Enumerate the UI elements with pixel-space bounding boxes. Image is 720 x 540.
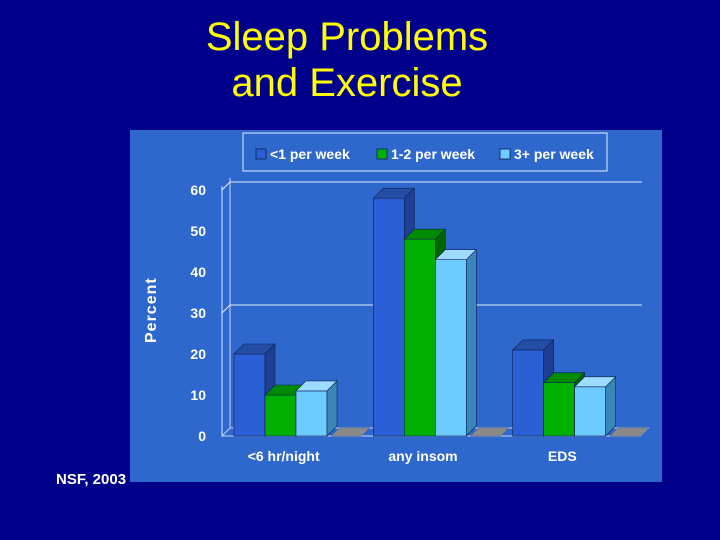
gridline-diag: [221, 181, 231, 191]
legend-label: 3+ per week: [514, 146, 594, 162]
legend-swatch: [499, 148, 511, 160]
y-tick-label: 0: [198, 428, 206, 444]
legend-label: <1 per week: [270, 146, 350, 162]
gridline-diag: [221, 304, 231, 314]
y-axis-label: Percent: [143, 277, 160, 343]
y-tick-label: 50: [190, 223, 206, 239]
bar-2-1: [543, 382, 575, 437]
x-tick-label: <6 hr/night: [248, 448, 320, 464]
y-tick-label: 20: [190, 346, 206, 362]
slide-title: Sleep Problems and Exercise: [0, 14, 694, 106]
bar-0-2: [295, 390, 328, 437]
bar-0-1: [264, 394, 297, 437]
title-line-1: Sleep Problems: [205, 15, 489, 59]
y-tick-label: 30: [190, 305, 206, 321]
legend-swatch: [255, 148, 267, 160]
y-tick-label: 60: [190, 182, 206, 198]
title-line-2: and Exercise: [231, 61, 463, 105]
x-tick-label: EDS: [548, 448, 577, 464]
bar-2-0: [512, 349, 544, 437]
legend-swatch: [376, 148, 388, 160]
floor-tile: [470, 427, 510, 437]
bar-0-0: [233, 353, 266, 437]
floor-tile: [609, 427, 649, 437]
legend-label: 1-2 per week: [391, 146, 475, 162]
bar-side: [605, 376, 616, 437]
source-note: NSF, 2003: [56, 471, 127, 488]
bar-side: [466, 248, 477, 437]
x-tick-label: any insom: [388, 448, 457, 464]
bar-1-1: [404, 238, 436, 437]
legend-box: [242, 132, 608, 172]
bar-1-0: [373, 197, 405, 437]
bar-side: [326, 380, 338, 437]
y-tick-label: 40: [190, 264, 206, 280]
floor-tile: [330, 427, 370, 437]
bar-2-2: [574, 386, 606, 437]
y-tick-label: 10: [190, 387, 206, 403]
bar-1-2: [435, 259, 467, 437]
